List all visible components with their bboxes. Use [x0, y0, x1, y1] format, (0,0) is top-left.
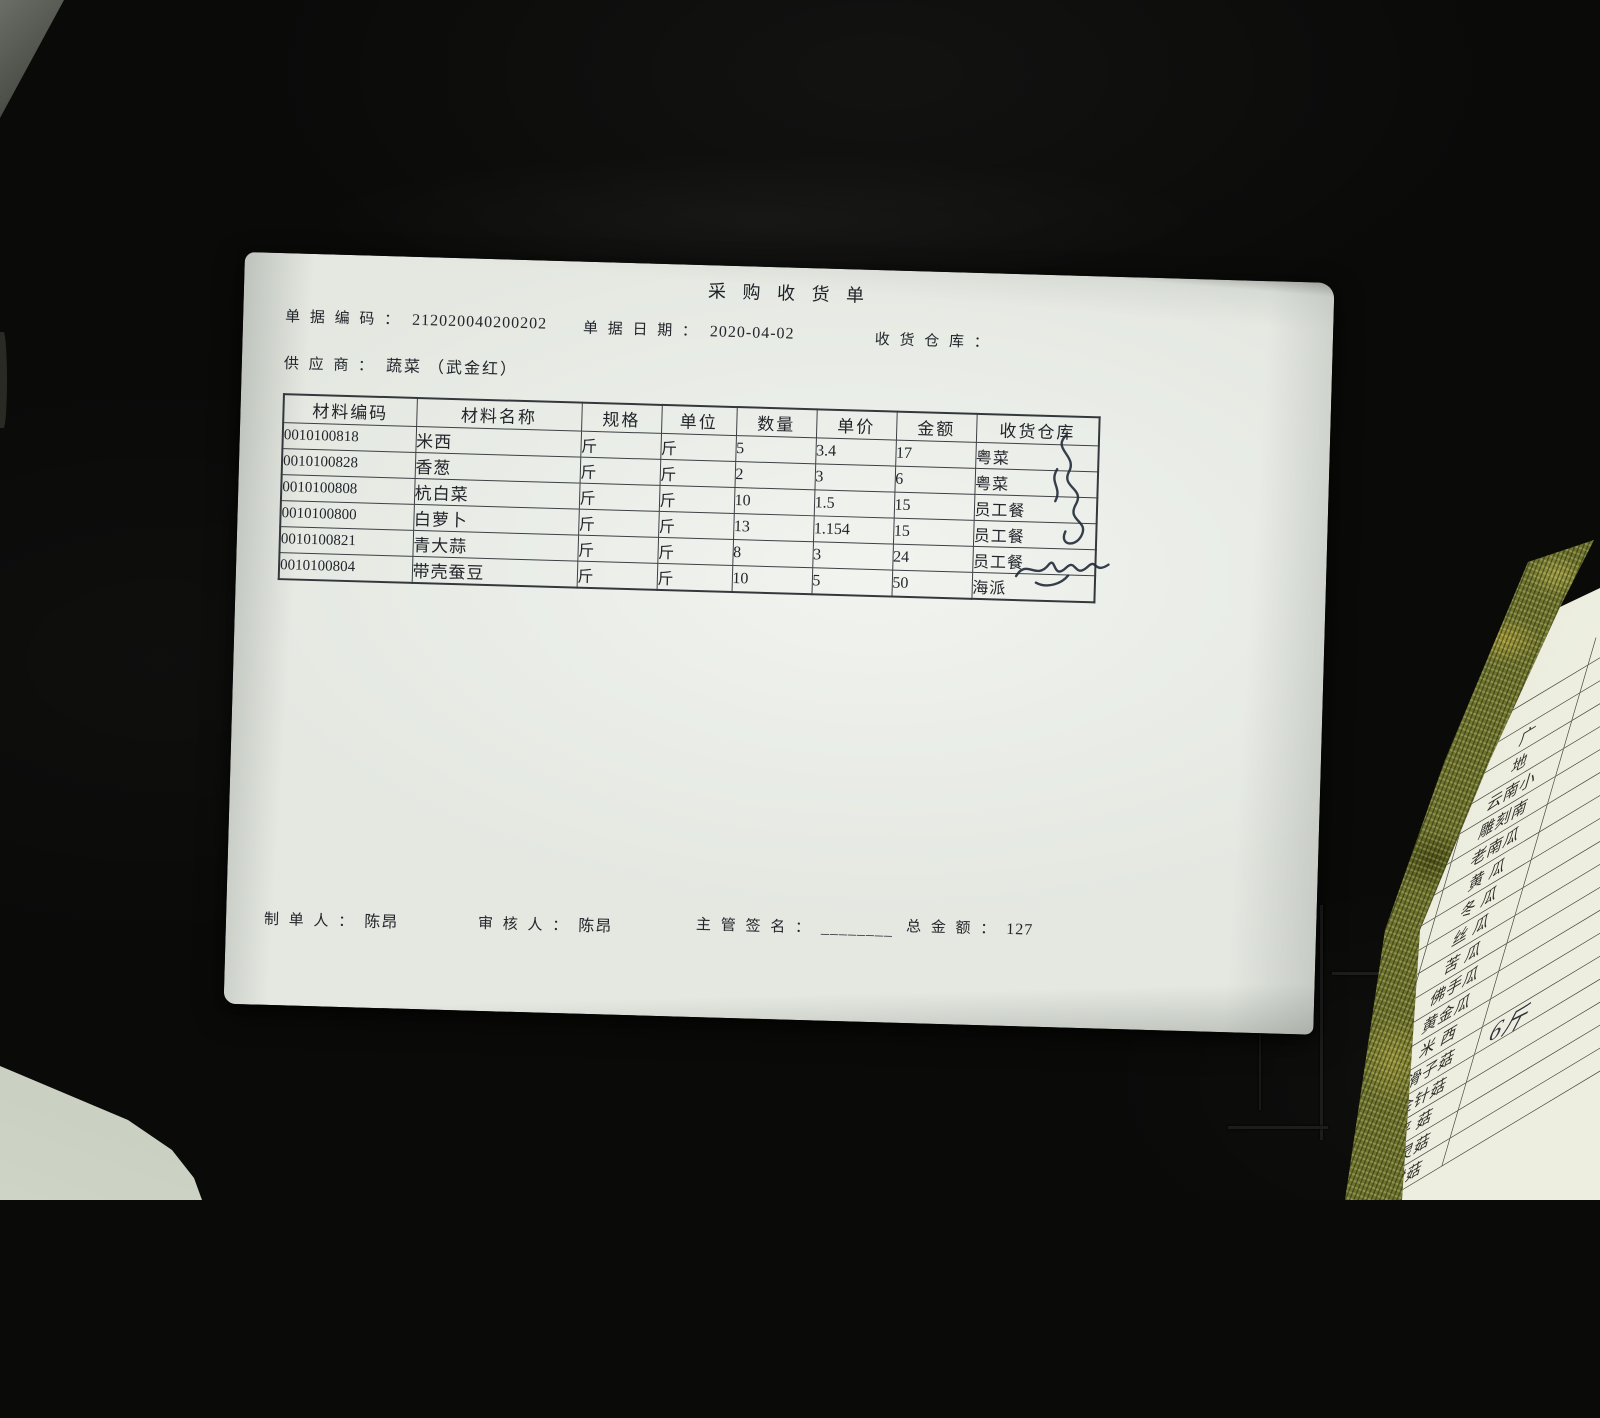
- folder-edge-highlight: [0, 332, 7, 428]
- field-total-amount: 总 金 额 ： 127: [906, 915, 1034, 940]
- total-label: 总 金 额 ：: [906, 919, 999, 938]
- folder-groove: [1320, 905, 1323, 1140]
- maker-value: 陈昂: [364, 914, 398, 932]
- total-value: 127: [1006, 921, 1033, 939]
- handwritten-signature-horizontal: [1016, 562, 1109, 587]
- folder-groove: [1259, 1032, 1261, 1110]
- field-auditor: 审 核 人 ： 陈昂: [478, 909, 613, 937]
- receipt-paper: 采 购 收 货 单 单 据 编 码 ：212020040200202 单 据 日…: [224, 252, 1335, 1035]
- auditor-value: 陈昂: [578, 918, 612, 936]
- supervisor-label: 主 管 签 名 ：: [696, 917, 813, 936]
- auditor-label: 审 核 人 ：: [478, 916, 571, 935]
- handwritten-signature-vertical: [1052, 435, 1085, 544]
- field-maker: 制 单 人 ： 陈昂: [264, 905, 399, 933]
- corner-cell-left: [1245, 1168, 1363, 1261]
- folder-groove: [1332, 972, 1378, 975]
- background-corner-topleft: [0, 0, 70, 124]
- corner-cell-left: [1237, 1196, 1355, 1289]
- folder-groove: [1228, 1126, 1328, 1129]
- maker-label: 制 单 人 ：: [264, 912, 357, 931]
- supervisor-signature-line: ________: [821, 920, 893, 939]
